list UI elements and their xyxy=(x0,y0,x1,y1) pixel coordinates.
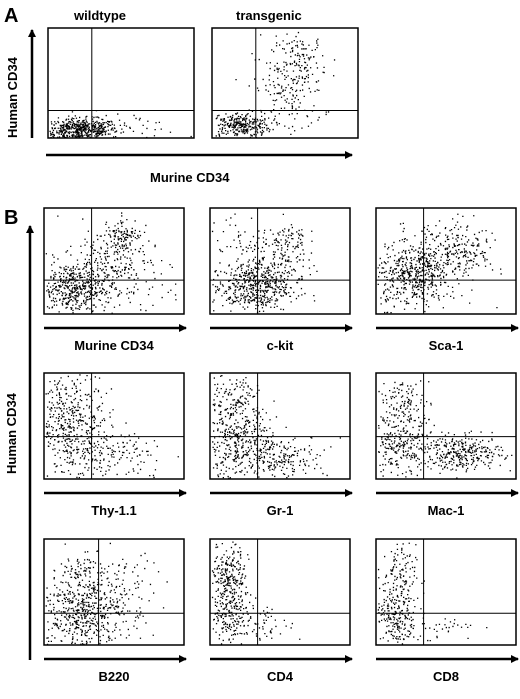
panel-a-plot-1-title: wildtype xyxy=(73,8,126,23)
panel-b-plot-1 xyxy=(43,207,185,315)
panel-a-plot-2-events xyxy=(215,31,336,139)
panel-b-plot-3 xyxy=(375,207,517,315)
panel-b-plot-8-x-axis-label: CD4 xyxy=(267,669,294,684)
panel-b-plot-6 xyxy=(375,372,517,480)
panel-b-plot-8-frame xyxy=(209,538,351,646)
panel-a-plot-1-events xyxy=(49,110,192,139)
panel-b-plot-7-frame xyxy=(43,538,185,646)
panel-b-plot-2-frame xyxy=(209,207,351,315)
panel-b-plot-5-frame xyxy=(209,372,351,480)
plots-layer: Murine CD34 c-kit Sca-1 Thy-1.1 Gr-1 Mac-1 B22… xyxy=(43,27,519,684)
panel-b-plot-6-frame xyxy=(375,372,517,480)
panel-b-plot-8-events xyxy=(211,541,301,645)
panel-b-plot-9 xyxy=(375,538,517,646)
panel-a-plot-2-frame xyxy=(211,27,359,139)
panel-b-plot-5-events xyxy=(212,375,341,480)
panel-b-plot-2-x-axis-label: c-kit xyxy=(267,338,294,353)
panel-b-letter: B xyxy=(4,207,18,229)
panel-a-plot-1-frame xyxy=(47,27,195,139)
panel-b-plot-1-frame xyxy=(43,207,185,315)
panel-b-plot-4-events xyxy=(45,374,179,479)
panel-b-plot-5-x-axis-label: Gr-1 xyxy=(267,503,294,518)
panel-b-plot-9-events xyxy=(377,542,488,645)
panel-a-letter: A xyxy=(4,5,18,27)
panel-b-plot-8 xyxy=(209,538,351,646)
panel-b-plot-3-events xyxy=(377,213,502,314)
panel-a-y-axis-label: Human CD34 xyxy=(5,56,20,138)
panel-b-plot-7 xyxy=(43,538,185,646)
panel-a-plot-1 xyxy=(47,27,195,139)
panel-a-x-axis-label: Murine CD34 xyxy=(150,170,230,185)
panel-a-plot-2-title: transgenic xyxy=(236,8,302,23)
panel-b-plot-7-events xyxy=(45,542,168,645)
panel-b-plot-5 xyxy=(209,372,351,480)
panel-b-plot-7-x-axis-label: B220 xyxy=(98,669,129,684)
panel-b-plot-3-x-axis-label: Sca-1 xyxy=(429,338,464,353)
panel-b-plot-2-events xyxy=(211,213,318,314)
panel-b-plot-2 xyxy=(209,207,351,315)
panel-b-plot-9-x-axis-label: CD8 xyxy=(433,669,459,684)
panel-b-y-axis-label: Human CD34 xyxy=(4,392,19,474)
panel-b-plot-4 xyxy=(43,372,185,480)
panel-b-plot-4-frame xyxy=(43,372,185,480)
panel-b-plot-1-x-axis-label: Murine CD34 xyxy=(74,338,154,353)
panel-a-plot-2 xyxy=(211,27,359,139)
panel-b-plot-4-x-axis-label: Thy-1.1 xyxy=(91,503,137,518)
panel-b-plot-6-x-axis-label: Mac-1 xyxy=(428,503,465,518)
